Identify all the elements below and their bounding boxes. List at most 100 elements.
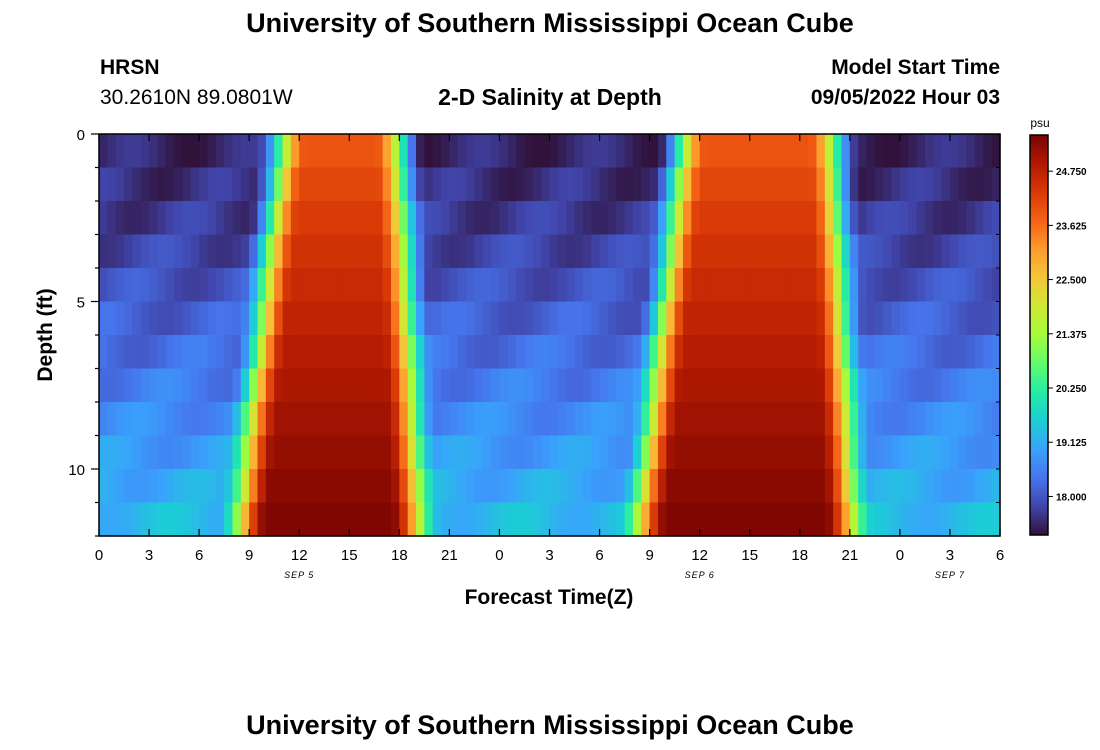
heatmap-cell bbox=[966, 335, 976, 370]
heatmap-cell bbox=[849, 268, 859, 303]
heatmap-cell bbox=[382, 402, 392, 437]
heatmap-cell bbox=[149, 301, 158, 336]
heatmap-cell bbox=[474, 301, 484, 336]
heatmap-cell bbox=[132, 335, 142, 370]
heatmap-cell bbox=[140, 335, 150, 370]
heatmap-cell bbox=[549, 167, 559, 202]
heatmap-cell bbox=[824, 301, 834, 336]
heatmap-cell bbox=[165, 368, 175, 403]
heatmap-cell bbox=[524, 335, 534, 370]
heatmap-cell bbox=[758, 368, 767, 403]
heatmap-cell bbox=[541, 469, 551, 504]
heatmap-cell bbox=[941, 268, 951, 303]
heatmap-cell bbox=[641, 301, 651, 336]
heatmap-cell bbox=[824, 368, 834, 403]
heatmap-cell bbox=[449, 201, 459, 236]
heatmap-cell bbox=[124, 167, 133, 202]
heatmap-cell bbox=[124, 335, 133, 370]
heatmap-cell bbox=[958, 368, 968, 403]
heatmap-cell bbox=[174, 402, 184, 437]
heatmap-cell bbox=[833, 268, 843, 303]
heatmap-cell bbox=[499, 201, 509, 236]
heatmap-cell bbox=[107, 469, 117, 504]
heatmap-cell bbox=[232, 402, 242, 437]
heatmap-cell bbox=[299, 469, 309, 504]
heatmap-cell bbox=[891, 435, 901, 470]
heatmap-cell bbox=[883, 201, 893, 236]
heatmap-cell bbox=[249, 301, 259, 336]
heatmap-cell bbox=[132, 368, 142, 403]
heatmap-cell bbox=[816, 167, 826, 202]
heatmap-cell bbox=[107, 134, 117, 169]
heatmap-cell bbox=[899, 368, 909, 403]
heatmap-cell bbox=[783, 368, 793, 403]
heatmap-cell bbox=[591, 134, 601, 169]
heatmap-cell bbox=[874, 268, 884, 303]
heatmap-cell bbox=[499, 502, 509, 537]
heatmap-cell bbox=[365, 134, 375, 169]
heatmap-cell bbox=[733, 469, 742, 504]
heatmap-cell bbox=[666, 368, 676, 403]
heatmap-cell bbox=[749, 402, 759, 437]
heatmap-cell bbox=[916, 301, 926, 336]
heatmap-cell bbox=[115, 502, 125, 537]
heatmap-cell bbox=[808, 301, 818, 336]
heatmap-cell bbox=[949, 402, 959, 437]
heatmap-cell bbox=[641, 368, 651, 403]
heatmap-cell bbox=[199, 234, 209, 269]
heatmap-cell bbox=[899, 469, 909, 504]
heatmap-cell bbox=[457, 201, 467, 236]
heatmap-cell bbox=[891, 268, 901, 303]
heatmap-cell bbox=[215, 234, 225, 269]
heatmap-cell bbox=[249, 435, 259, 470]
x-tick-label: 9 bbox=[245, 547, 253, 564]
heatmap-cell bbox=[599, 435, 609, 470]
heatmap-cell bbox=[691, 368, 701, 403]
heatmap-cell bbox=[699, 234, 709, 269]
heatmap-cell bbox=[816, 368, 826, 403]
heatmap-cell bbox=[182, 167, 192, 202]
heatmap-cell bbox=[549, 134, 559, 169]
heatmap-cell bbox=[966, 268, 976, 303]
heatmap-cell bbox=[340, 502, 350, 537]
heatmap-cell bbox=[958, 201, 968, 236]
heatmap-cell bbox=[849, 134, 859, 169]
heatmap-cell bbox=[632, 167, 642, 202]
heatmap-cell bbox=[657, 268, 667, 303]
x-tick-label: 0 bbox=[95, 547, 103, 564]
heatmap-cell bbox=[949, 335, 959, 370]
heatmap-cell bbox=[607, 335, 617, 370]
heatmap-cell bbox=[833, 134, 843, 169]
heatmap-cell bbox=[749, 301, 759, 336]
heatmap-cell bbox=[783, 502, 793, 537]
heatmap-cell bbox=[265, 402, 275, 437]
heatmap-cell bbox=[524, 435, 534, 470]
heatmap-cell bbox=[724, 402, 734, 437]
heatmap-cell bbox=[824, 167, 834, 202]
heatmap-cell bbox=[382, 201, 392, 236]
heatmap-cell bbox=[324, 134, 334, 169]
heatmap-cell bbox=[549, 201, 559, 236]
heatmap-cell bbox=[733, 301, 742, 336]
heatmap-cell bbox=[666, 201, 676, 236]
heatmap-cell bbox=[174, 502, 184, 537]
heatmap-cell bbox=[432, 435, 442, 470]
heatmap-cell bbox=[833, 502, 843, 537]
heatmap-cell bbox=[674, 469, 684, 504]
heatmap-cell bbox=[382, 301, 392, 336]
heatmap-cell bbox=[115, 167, 125, 202]
heatmap-cell bbox=[315, 368, 325, 403]
heatmap-cell bbox=[649, 167, 659, 202]
heatmap-cell bbox=[607, 234, 617, 269]
heatmap-cell bbox=[157, 435, 167, 470]
heatmap-cell bbox=[974, 335, 984, 370]
heatmap-cell bbox=[340, 435, 350, 470]
heatmap-cell bbox=[899, 335, 909, 370]
heatmap-cell bbox=[916, 134, 926, 169]
heatmap-cell bbox=[249, 469, 259, 504]
heatmap-cell bbox=[808, 201, 818, 236]
heatmap-cell bbox=[491, 134, 501, 169]
heatmap-cell bbox=[682, 368, 692, 403]
heatmap-cell bbox=[232, 268, 242, 303]
heatmap-cell bbox=[908, 469, 918, 504]
